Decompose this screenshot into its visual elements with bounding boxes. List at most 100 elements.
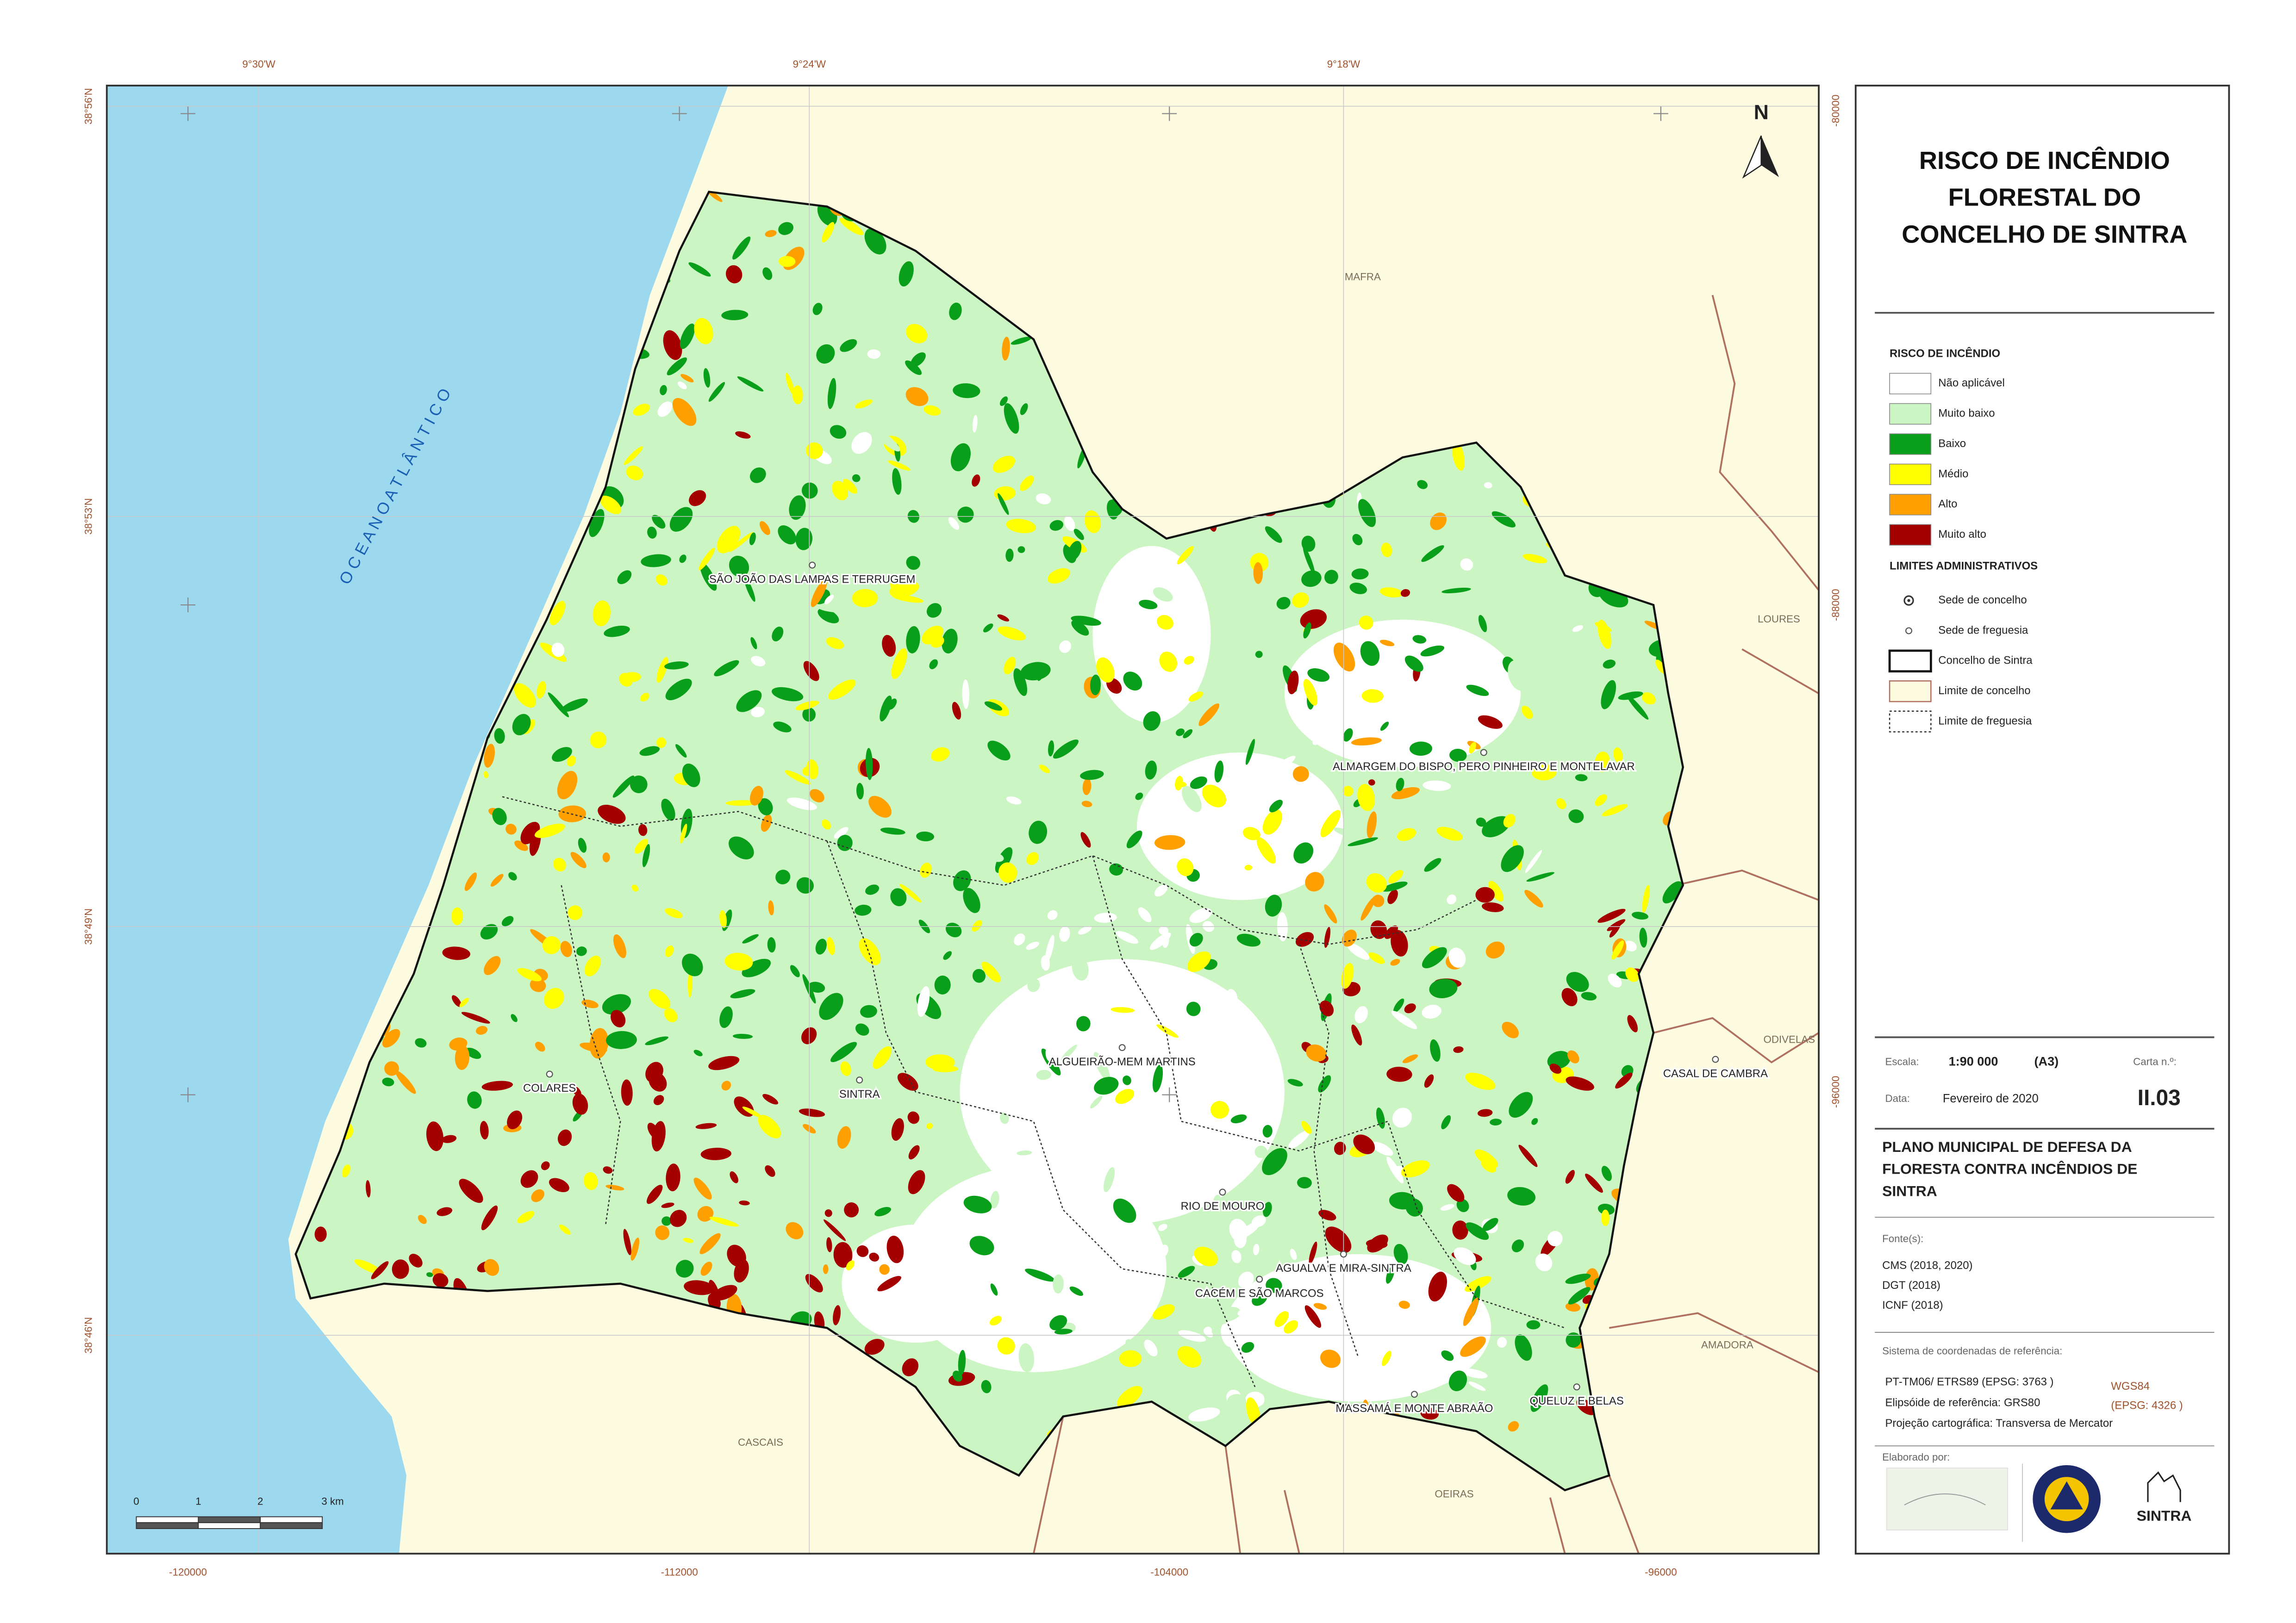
risk-patch	[1117, 1386, 1142, 1408]
risk-patch	[517, 1211, 535, 1224]
risk-patch	[1441, 1350, 1454, 1361]
risk-patch	[1482, 1218, 1498, 1231]
risk-patch	[1424, 1074, 1434, 1088]
risk-patch	[880, 696, 892, 721]
risk-patch	[874, 1207, 891, 1217]
risk-patch	[1245, 739, 1255, 765]
risk-patch	[1466, 684, 1489, 696]
parish-seat	[1573, 1383, 1580, 1391]
graticule-label: 38°56'N	[82, 88, 94, 124]
risk-patch	[481, 1081, 513, 1091]
crs-item: PT-TM06/ ETRS89 (EPSG: 3763 )	[1885, 1376, 2053, 1388]
risk-patch	[1059, 926, 1070, 942]
risk-patch	[664, 661, 689, 670]
risk-patch	[778, 256, 796, 267]
risk-patch	[1113, 1198, 1136, 1223]
risk-patch	[646, 1185, 663, 1204]
risk-patch	[963, 1195, 992, 1213]
municipality-label: MAFRA	[1345, 271, 1381, 282]
risk-patch	[531, 1189, 544, 1202]
risk-patch	[1422, 947, 1447, 969]
risk-patch	[869, 1252, 880, 1262]
risk-patch	[1388, 630, 1416, 641]
risk-patch	[549, 1178, 569, 1192]
risk-patch	[1154, 884, 1168, 897]
risk-patch	[1026, 1317, 1043, 1327]
risk-patch	[1111, 1007, 1135, 1013]
risk-patch	[484, 1259, 499, 1276]
risk-patch	[1054, 1138, 1076, 1165]
risk-patch	[1397, 828, 1416, 841]
risk-patch	[1417, 480, 1428, 489]
risk-patch	[1567, 1050, 1579, 1063]
risk-patch	[1115, 1088, 1135, 1104]
risk-patch	[1398, 1300, 1410, 1309]
risk-patch	[1303, 679, 1318, 706]
risk-patch	[1381, 881, 1408, 892]
risk-patch	[1188, 1407, 1220, 1422]
risk-patch	[1368, 952, 1385, 964]
risk-patch	[395, 1070, 416, 1094]
risk-patch	[645, 1036, 669, 1045]
risk-patch	[1601, 1209, 1610, 1226]
risk-patch	[1490, 1119, 1502, 1126]
risk-patch	[1497, 1337, 1507, 1348]
risk-patch	[821, 819, 831, 830]
parish-label: AGUALVA E MIRA-SINTRA	[1276, 1262, 1411, 1275]
risk-patch	[1025, 1269, 1055, 1282]
risk-patch	[785, 770, 811, 785]
risk-patch	[1566, 769, 1577, 784]
risk-patch	[751, 707, 765, 717]
risk-patch	[1422, 1005, 1441, 1019]
risk-patch	[1158, 1224, 1167, 1231]
risk-patch	[653, 1095, 664, 1106]
legend-swatch	[1889, 373, 1932, 395]
risk-patch	[1478, 715, 1503, 729]
risk-patch	[1176, 728, 1185, 736]
risk-patch	[1088, 1202, 1109, 1224]
risk-patch	[1485, 941, 1505, 959]
risk-patch	[1061, 983, 1074, 993]
risk-patch	[1108, 971, 1125, 992]
risk-patch	[1595, 751, 1610, 772]
risk-patch	[1603, 659, 1616, 669]
risk-patch	[1287, 1079, 1303, 1087]
legend-label: Médio	[1938, 467, 1968, 480]
risk-patch	[1073, 529, 1084, 540]
risk-patch	[1292, 592, 1309, 608]
municipality-label: OEIRAS	[1435, 1488, 1473, 1500]
risk-patch	[656, 737, 667, 748]
risk-patch	[1214, 760, 1224, 783]
risk-patch	[1262, 1148, 1287, 1175]
risk-patch	[1187, 951, 1211, 972]
risk-patch	[1052, 845, 1061, 852]
risk-patch	[855, 976, 862, 984]
risk-patch	[625, 416, 639, 429]
risk-patch	[964, 1259, 990, 1278]
risk-patch	[759, 521, 770, 535]
grid-label: -96000	[1645, 1566, 1677, 1578]
risk-patch	[1070, 1348, 1086, 1358]
risk-patch	[1273, 1343, 1282, 1353]
risk-patch	[1253, 1244, 1260, 1256]
risk-patch	[1441, 1115, 1451, 1130]
risk-patch	[1469, 742, 1476, 754]
sintra-logo-text: SINTRA	[2137, 1507, 2192, 1524]
risk-patch	[817, 608, 839, 623]
legend-swatch	[1889, 463, 1932, 485]
risk-patch	[1005, 548, 1014, 562]
legend-heading: LIMITES ADMINISTRATIVOS	[1890, 560, 2038, 572]
risk-patch	[1054, 904, 1083, 925]
risk-patch	[953, 870, 971, 891]
risk-patch	[1366, 1239, 1388, 1249]
risk-patch	[700, 1148, 731, 1160]
risk-patch	[892, 468, 902, 495]
risk-patch	[1390, 959, 1400, 966]
risk-patch	[1246, 1397, 1260, 1426]
risk-patch	[749, 532, 756, 546]
source: ICNF (2018)	[1882, 1299, 1943, 1312]
risk-patch	[1017, 1150, 1032, 1156]
risk-patch	[882, 634, 896, 657]
risk-patch	[1581, 992, 1597, 1001]
risk-patch	[1301, 1121, 1312, 1134]
